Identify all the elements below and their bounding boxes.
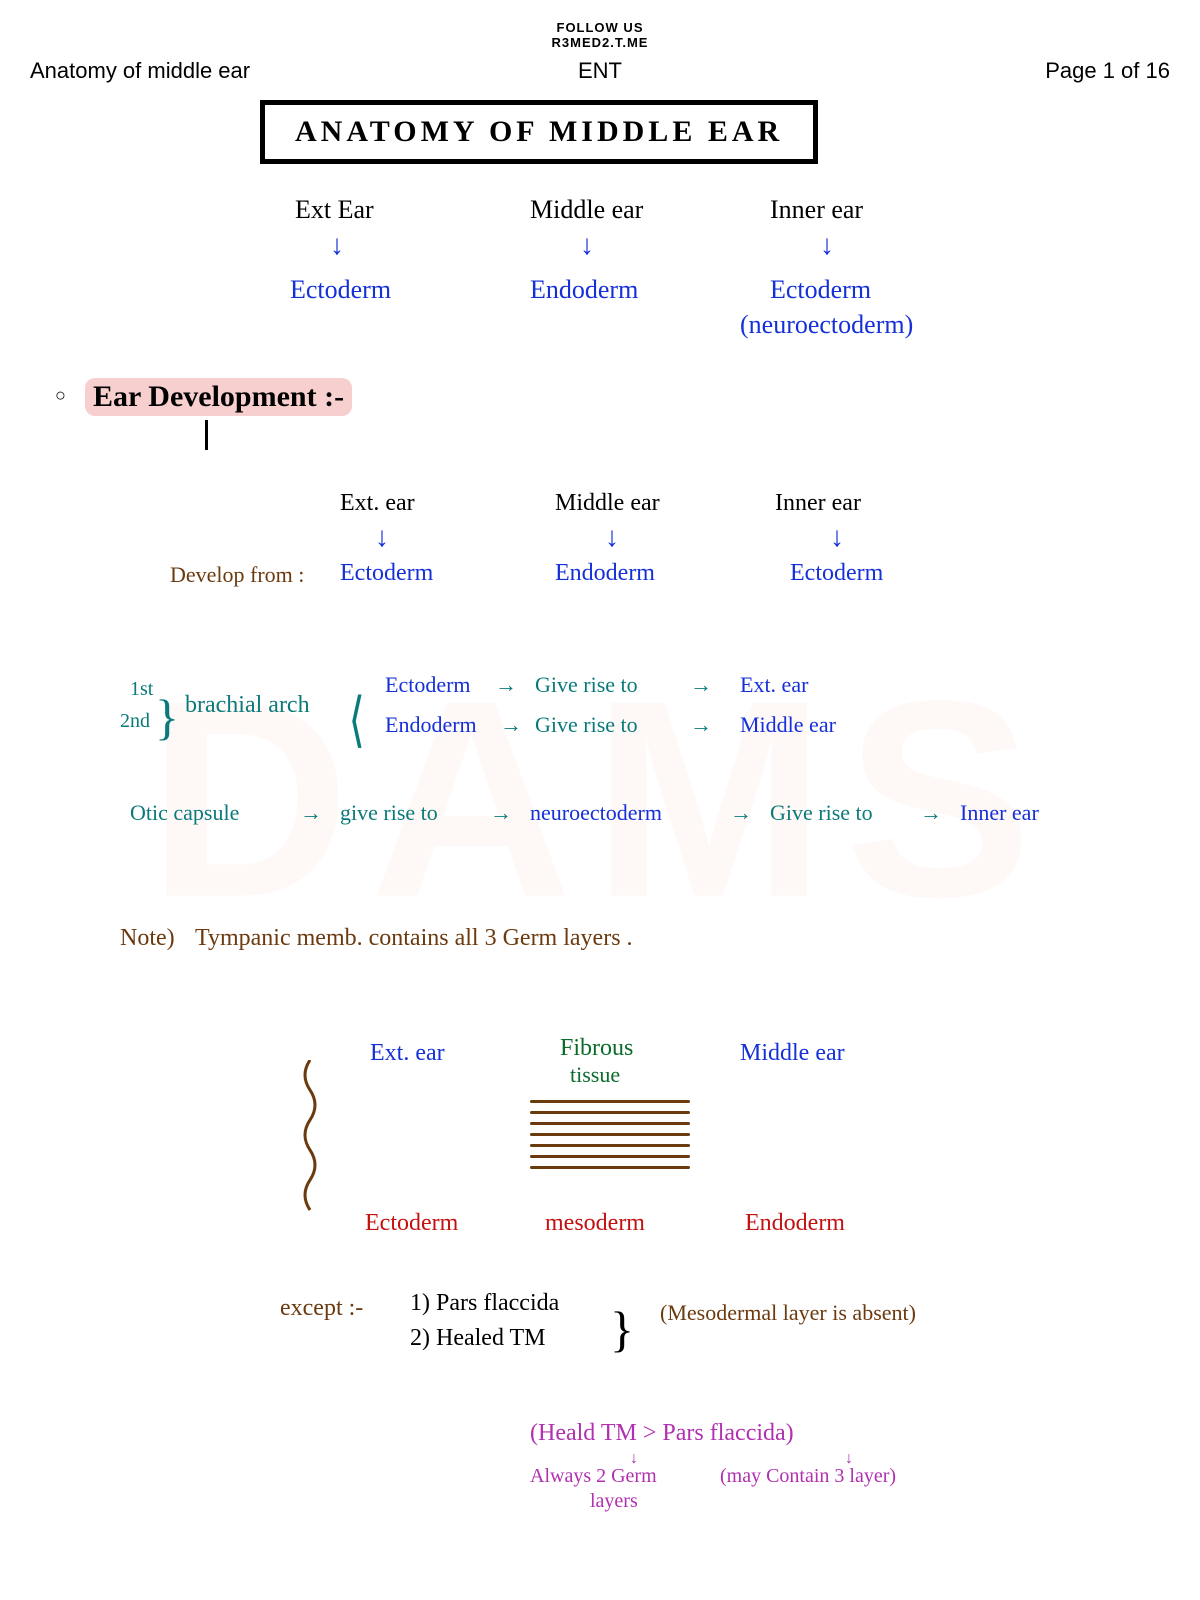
- always-2-germ: Always 2 Germ: [530, 1465, 657, 1488]
- arch-arrow-3: →: [500, 712, 522, 738]
- tm-endoderm: Endoderm: [745, 1210, 845, 1237]
- follow-line1: FOLLOW US: [552, 20, 649, 35]
- arch-ectoderm: Ectoderm: [385, 672, 471, 698]
- arrow-down-1: ↓: [330, 230, 344, 262]
- row1-endoderm: Endoderm: [530, 275, 638, 305]
- follow-line2: R3MED2.T.ME: [552, 35, 649, 50]
- arch-arrow-2: →: [690, 672, 712, 698]
- except-2: 2) Healed TM: [410, 1325, 546, 1352]
- arch-ext-ear: Ext. ear: [740, 672, 808, 698]
- row1-middle-ear: Middle ear: [530, 195, 643, 225]
- otic-inner-ear: Inner ear: [960, 800, 1039, 826]
- otic-give-rise-1: give rise to: [340, 800, 438, 826]
- tm-ext-ear: Ext. ear: [370, 1040, 445, 1067]
- arch-2nd: 2nd: [120, 710, 150, 733]
- layers-label: layers: [590, 1490, 638, 1513]
- may-contain-3: (may Contain 3 layer): [720, 1465, 896, 1488]
- arch-arrow-1: →: [495, 672, 517, 698]
- arrow-down-3: ↓: [820, 230, 834, 262]
- header-center: ENT: [578, 58, 622, 84]
- arch-label: brachial arch: [185, 692, 310, 719]
- row2-endoderm: Endoderm: [555, 560, 655, 587]
- row1-ectoderm-inner: Ectoderm: [770, 275, 871, 305]
- fibrous-lines-icon: [530, 1092, 690, 1177]
- arch-endoderm: Endoderm: [385, 712, 477, 738]
- page-title-box: ANATOMY OF MIDDLE EAR: [260, 100, 818, 164]
- arch-big-bracket: ⟨: [349, 685, 365, 755]
- header-right: Page 1 of 16: [1045, 58, 1170, 84]
- tm-middle-ear: Middle ear: [740, 1040, 845, 1067]
- otic-neuroectoderm: neuroectoderm: [530, 800, 662, 826]
- otic-give-rise-2: Give rise to: [770, 800, 873, 826]
- arrow-down-6: ↓: [830, 522, 844, 554]
- row2-middle-ear: Middle ear: [555, 490, 660, 517]
- otic-arrow-1: →: [300, 800, 322, 826]
- heading-underline: [205, 420, 208, 450]
- arch-small-bracket: }: [155, 688, 179, 746]
- arch-middle-ear: Middle ear: [740, 712, 836, 738]
- otic-arrow-2: →: [490, 800, 512, 826]
- tm-tissue: tissue: [570, 1062, 620, 1088]
- note-label: Note): [120, 925, 175, 952]
- row2-ext-ear: Ext. ear: [340, 490, 415, 517]
- row2-ectoderm-inner: Ectoderm: [790, 560, 883, 587]
- row1-neuroectoderm: (neuroectoderm): [740, 310, 913, 340]
- otic-arrow-4: →: [920, 800, 942, 826]
- develop-from-label: Develop from :: [170, 562, 304, 588]
- except-1: 1) Pars flaccida: [410, 1290, 559, 1317]
- follow-us: FOLLOW US R3MED2.T.ME: [552, 20, 649, 50]
- arch-give-rise-1: Give rise to: [535, 672, 638, 698]
- arch-give-rise-2: Give rise to: [535, 712, 638, 738]
- otic-label: Otic capsule: [130, 800, 239, 826]
- row1-inner-ear: Inner ear: [770, 195, 863, 225]
- tm-fibrous: Fibrous: [560, 1035, 633, 1062]
- arrow-down-4: ↓: [375, 522, 389, 554]
- mesoderm-absent: (Mesodermal layer is absent): [660, 1300, 916, 1326]
- tm-mesoderm: mesoderm: [545, 1210, 645, 1237]
- arch-arrow-4: →: [690, 712, 712, 738]
- heading-ear-development: Ear Development :-: [85, 378, 352, 416]
- row2-ectoderm: Ectoderm: [340, 560, 433, 587]
- tm-ectoderm: Ectoderm: [365, 1210, 458, 1237]
- squiggle-line: [300, 1060, 320, 1220]
- header-left: Anatomy of middle ear: [30, 58, 250, 84]
- arch-1st: 1st: [130, 678, 153, 701]
- arrow-down-5: ↓: [605, 522, 619, 554]
- except-bracket: }: [610, 1300, 634, 1358]
- row2-inner-ear: Inner ear: [775, 490, 861, 517]
- note-text: Tympanic memb. contains all 3 Germ layer…: [195, 925, 633, 952]
- row1-ectoderm: Ectoderm: [290, 275, 391, 305]
- except-label: except :-: [280, 1295, 363, 1322]
- arrow-down-2: ↓: [580, 230, 594, 262]
- otic-arrow-3: →: [730, 800, 752, 826]
- bullet-circle: ○: [55, 385, 66, 406]
- compare-line: (Heald TM > Pars flaccida): [530, 1420, 794, 1447]
- row1-ext-ear: Ext Ear: [295, 195, 374, 225]
